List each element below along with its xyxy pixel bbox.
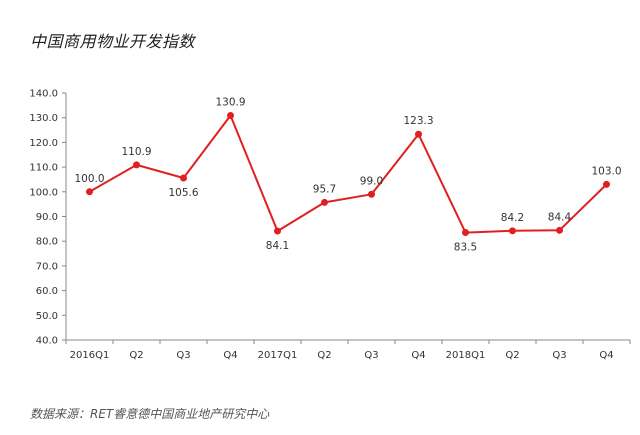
data-label: 100.0	[74, 173, 104, 185]
y-tick-label: 70.0	[36, 261, 58, 272]
x-tick-label: Q3	[176, 350, 190, 361]
x-tick-label: Q2	[129, 350, 143, 361]
x-tick-label: 2018Q1	[446, 350, 486, 361]
data-label: 84.2	[501, 212, 524, 224]
data-point	[556, 226, 563, 234]
x-tick-label: Q4	[411, 350, 425, 361]
data-point	[603, 180, 610, 188]
x-tick-label: Q2	[317, 350, 331, 361]
data-point	[509, 227, 516, 235]
data-label: 105.6	[168, 187, 198, 199]
data-point	[415, 130, 422, 138]
data-point	[227, 111, 234, 119]
y-tick-label: 100.0	[29, 187, 58, 198]
data-point	[368, 190, 375, 198]
y-tick-label: 40.0	[36, 336, 58, 347]
series-line	[89, 114, 608, 234]
x-tick-label: Q4	[599, 350, 613, 361]
data-label: 110.9	[121, 146, 151, 158]
x-tick-label: Q2	[505, 350, 519, 361]
data-point	[274, 227, 281, 235]
x-tick-label: Q3	[552, 350, 566, 361]
data-points	[86, 111, 610, 237]
chart-axes: 40.0 50.0 60.0 70.0 80.0 90.0 100.0 110.0 120.0 1…	[29, 89, 631, 361]
data-point	[86, 188, 93, 196]
x-tick-label: 2016Q1	[70, 350, 110, 361]
data-label: 95.7	[313, 183, 336, 195]
y-tick-label: 110.0	[29, 163, 58, 174]
data-label: 83.5	[454, 242, 477, 254]
y-tick-label: 60.0	[36, 286, 58, 297]
data-point	[321, 198, 328, 206]
data-point	[180, 174, 187, 182]
chart-title: 中国商用物业开发指数	[30, 32, 196, 51]
data-labels: 100.0 110.9 105.6 130.9 84.1 95.7 99.0 123.3 83.…	[74, 96, 621, 253]
y-tick-label: 140.0	[29, 89, 58, 100]
data-label: 84.1	[266, 240, 289, 252]
series-polyline	[89, 114, 608, 234]
data-label: 123.3	[403, 115, 433, 127]
y-tick-label: 120.0	[29, 138, 58, 149]
x-tick-label: 2017Q1	[258, 350, 298, 361]
y-tick-label: 90.0	[36, 212, 58, 223]
x-tick-label: Q4	[223, 350, 237, 361]
data-point	[462, 229, 469, 237]
data-point	[133, 161, 140, 169]
data-label: 99.0	[360, 175, 383, 187]
data-label: 103.0	[591, 165, 621, 177]
y-tick-label: 80.0	[36, 237, 58, 248]
data-label: 84.4	[548, 211, 572, 223]
y-tick-label: 50.0	[36, 311, 58, 322]
data-label: 130.9	[215, 96, 245, 108]
source-note: 数据来源：RET睿意德中国商业地产研究中心	[30, 407, 270, 421]
x-tick-label: Q3	[364, 350, 378, 361]
y-tick-label: 130.0	[29, 113, 58, 124]
